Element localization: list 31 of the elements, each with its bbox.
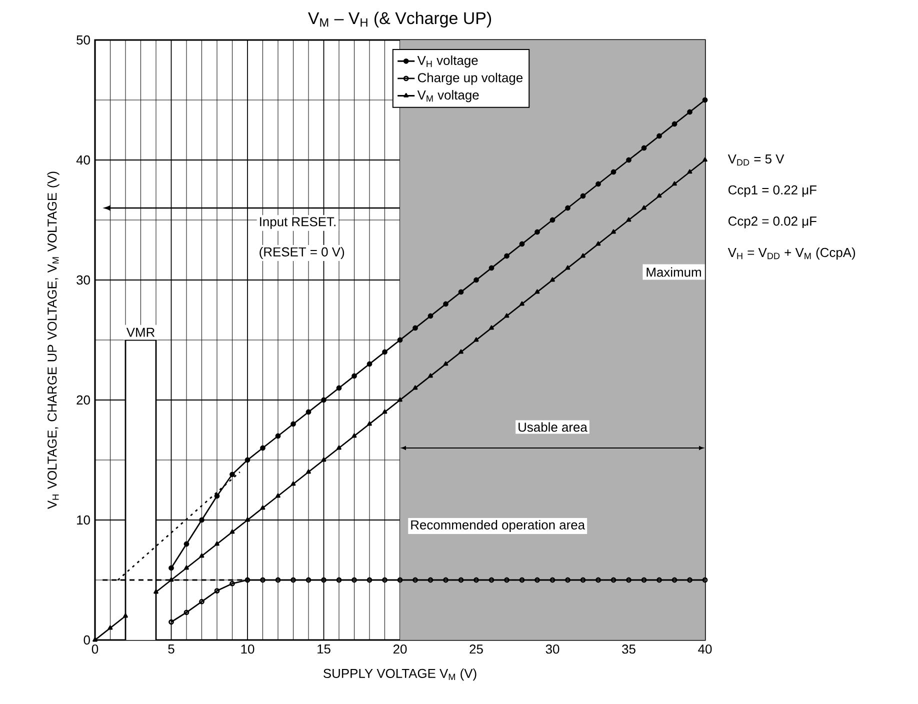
text: Ccp2 = 0.02 μF — [728, 216, 816, 228]
text: V$_{H}$ = V$_{DD}$ + V$_{M}$ (CcpA) — [728, 248, 856, 260]
chart-title: V$_{M}$ – V$_{H}$ (& Vcharge UP) — [308, 12, 492, 28]
y-tick-label: 0 — [84, 635, 90, 645]
legend-label: Charge up voltage — [418, 72, 523, 85]
text: Ccp1 = 0.22 μF — [728, 185, 816, 198]
x-tick-label: 15 — [318, 644, 330, 654]
x-tick-label: 10 — [241, 644, 254, 654]
x-axis-title: SUPPLY VOLTAGE V$_{M}$ (V) — [324, 668, 476, 681]
annotation: (RESET = 0 V) — [260, 246, 344, 260]
y-axis-title: V$_{H}$ VOLTAGE, CHARGE UP VOLTAGE, V$_{M}$ VOLTAGE (V) — [47, 172, 60, 510]
x-tick-label: 25 — [470, 644, 483, 654]
x-tick-label: 40 — [698, 644, 712, 654]
legend-label: V$_{H}$ voltage — [417, 55, 478, 68]
band-label: VMR — [126, 328, 155, 337]
annotation: Input RESET. — [260, 217, 336, 229]
x-tick-label: 0 — [92, 644, 98, 654]
x-tick-label: 30 — [546, 644, 560, 654]
y-tick-label: 50 — [76, 35, 90, 45]
y-tick-label: 20 — [76, 395, 90, 405]
annotation: Usable area — [518, 422, 588, 432]
text: V$_{DD}$ = 5 V — [728, 154, 784, 166]
y-tick-label: 10 — [77, 515, 90, 525]
x-tick-label: 20 — [393, 644, 407, 654]
x-tick-label: 5 — [168, 644, 174, 654]
y-tick-label: 40 — [76, 155, 90, 165]
legend-label: V$_{M}$ voltage — [417, 90, 479, 102]
x-tick-label: 35 — [622, 644, 636, 654]
annotation: Recommended operation area — [411, 520, 586, 532]
band-label: Maximum — [646, 267, 701, 277]
y-tick-label: 30 — [76, 275, 90, 285]
